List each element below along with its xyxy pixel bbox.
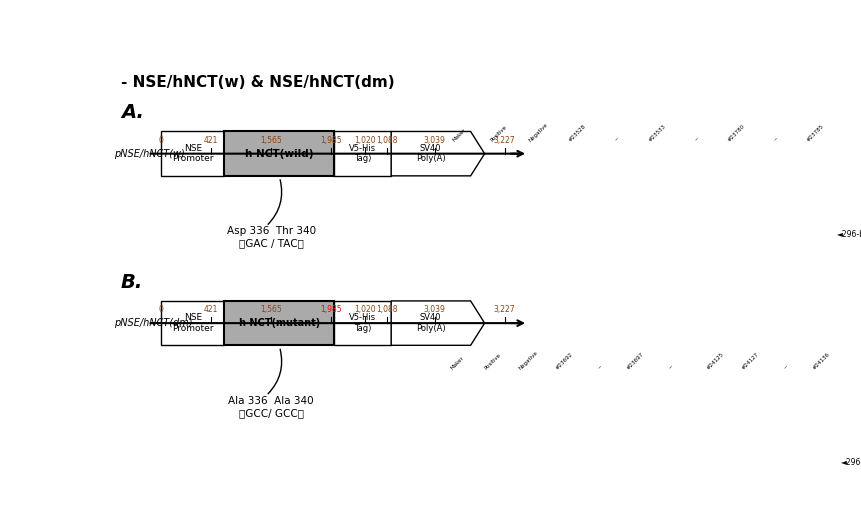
Bar (817, 233, 834, 237)
Text: （GCC/ GCC）: （GCC/ GCC） (238, 408, 304, 418)
Text: 421: 421 (204, 305, 218, 314)
Text: #24136: #24136 (812, 352, 832, 371)
Text: SV40
Poly(A): SV40 Poly(A) (416, 313, 445, 333)
Bar (788, 461, 803, 465)
Text: Positive: Positive (489, 124, 508, 143)
Text: 1,088: 1,088 (375, 305, 397, 314)
Text: h NCT(mutant): h NCT(mutant) (238, 318, 320, 328)
Bar (753, 461, 767, 465)
Text: Maker: Maker (451, 127, 467, 143)
Text: Negative: Negative (517, 350, 539, 371)
Text: #23785: #23785 (806, 124, 825, 143)
Text: 3,039: 3,039 (424, 136, 445, 145)
Polygon shape (391, 132, 485, 176)
Text: ◄296-bp: ◄296-bp (837, 230, 861, 239)
FancyBboxPatch shape (225, 301, 334, 345)
Text: 1,565: 1,565 (260, 305, 282, 314)
Text: Asp 336  Thr 340: Asp 336 Thr 340 (226, 226, 316, 236)
Text: 1,985: 1,985 (320, 305, 342, 314)
Bar (562, 233, 593, 237)
Bar (758, 233, 775, 237)
Text: #24127: #24127 (741, 352, 760, 371)
Bar (806, 461, 821, 465)
Bar (717, 461, 732, 465)
Text: ~: ~ (614, 136, 621, 143)
Text: pNSE/hNCT(w): pNSE/hNCT(w) (115, 149, 185, 159)
Bar (699, 461, 714, 465)
Text: 3,227: 3,227 (494, 305, 516, 314)
FancyBboxPatch shape (225, 132, 334, 176)
Text: h NCT(wild): h NCT(wild) (245, 149, 313, 159)
Text: ~: ~ (693, 136, 700, 143)
Bar (721, 233, 752, 237)
Text: 1,020: 1,020 (354, 305, 375, 314)
Text: #23692: #23692 (554, 352, 573, 371)
Text: Negative: Negative (528, 122, 548, 143)
Text: SV40
Poly(A): SV40 Poly(A) (416, 144, 445, 163)
Text: Maker: Maker (449, 355, 465, 371)
Text: #23533: #23533 (647, 124, 666, 143)
Text: 1,985: 1,985 (320, 136, 342, 145)
Text: 1,020: 1,020 (354, 136, 375, 145)
Text: ~: ~ (667, 364, 674, 371)
Bar (641, 233, 672, 237)
Text: 3,039: 3,039 (424, 305, 445, 314)
Text: 421: 421 (204, 136, 218, 145)
Text: #23780: #23780 (727, 124, 746, 143)
Text: - NSE/hNCT(w) & NSE/hNCT(dm): - NSE/hNCT(w) & NSE/hNCT(dm) (121, 75, 394, 90)
Text: V5-His
Tag): V5-His Tag) (350, 313, 376, 333)
Text: #24125: #24125 (705, 352, 725, 371)
Bar (479, 461, 507, 465)
Bar (549, 461, 579, 465)
Text: NSE
Promoter: NSE Promoter (172, 313, 214, 333)
Text: B.: B. (121, 272, 143, 292)
Text: 3,227: 3,227 (494, 136, 516, 145)
Text: ~: ~ (772, 136, 779, 143)
Bar (483, 233, 514, 237)
Bar (777, 233, 795, 237)
Text: 1,565: 1,565 (260, 136, 282, 145)
Text: Positive: Positive (483, 352, 502, 371)
FancyBboxPatch shape (161, 132, 225, 176)
FancyBboxPatch shape (161, 301, 225, 345)
Bar (621, 461, 649, 465)
Polygon shape (391, 301, 485, 345)
Text: 0: 0 (158, 305, 164, 314)
FancyBboxPatch shape (335, 132, 391, 176)
Text: A.: A. (121, 103, 144, 122)
Text: ◄296-bp: ◄296-bp (841, 458, 861, 467)
Text: #23528: #23528 (568, 124, 587, 143)
FancyBboxPatch shape (335, 301, 391, 345)
Text: ~: ~ (783, 364, 790, 371)
Text: NSE
Promoter: NSE Promoter (172, 144, 214, 163)
Bar (734, 461, 750, 465)
Text: 0: 0 (158, 136, 164, 145)
Text: ~: ~ (596, 364, 603, 371)
Bar (797, 233, 815, 237)
Text: V5-His
Tag): V5-His Tag) (350, 144, 376, 163)
Text: Ala 336  Ala 340: Ala 336 Ala 340 (228, 396, 314, 406)
Text: （GAC / TAC）: （GAC / TAC） (238, 238, 304, 248)
Text: 1,088: 1,088 (375, 136, 397, 145)
Text: #23697: #23697 (626, 352, 645, 371)
Text: pNSE/hNCT(dm): pNSE/hNCT(dm) (115, 318, 193, 328)
